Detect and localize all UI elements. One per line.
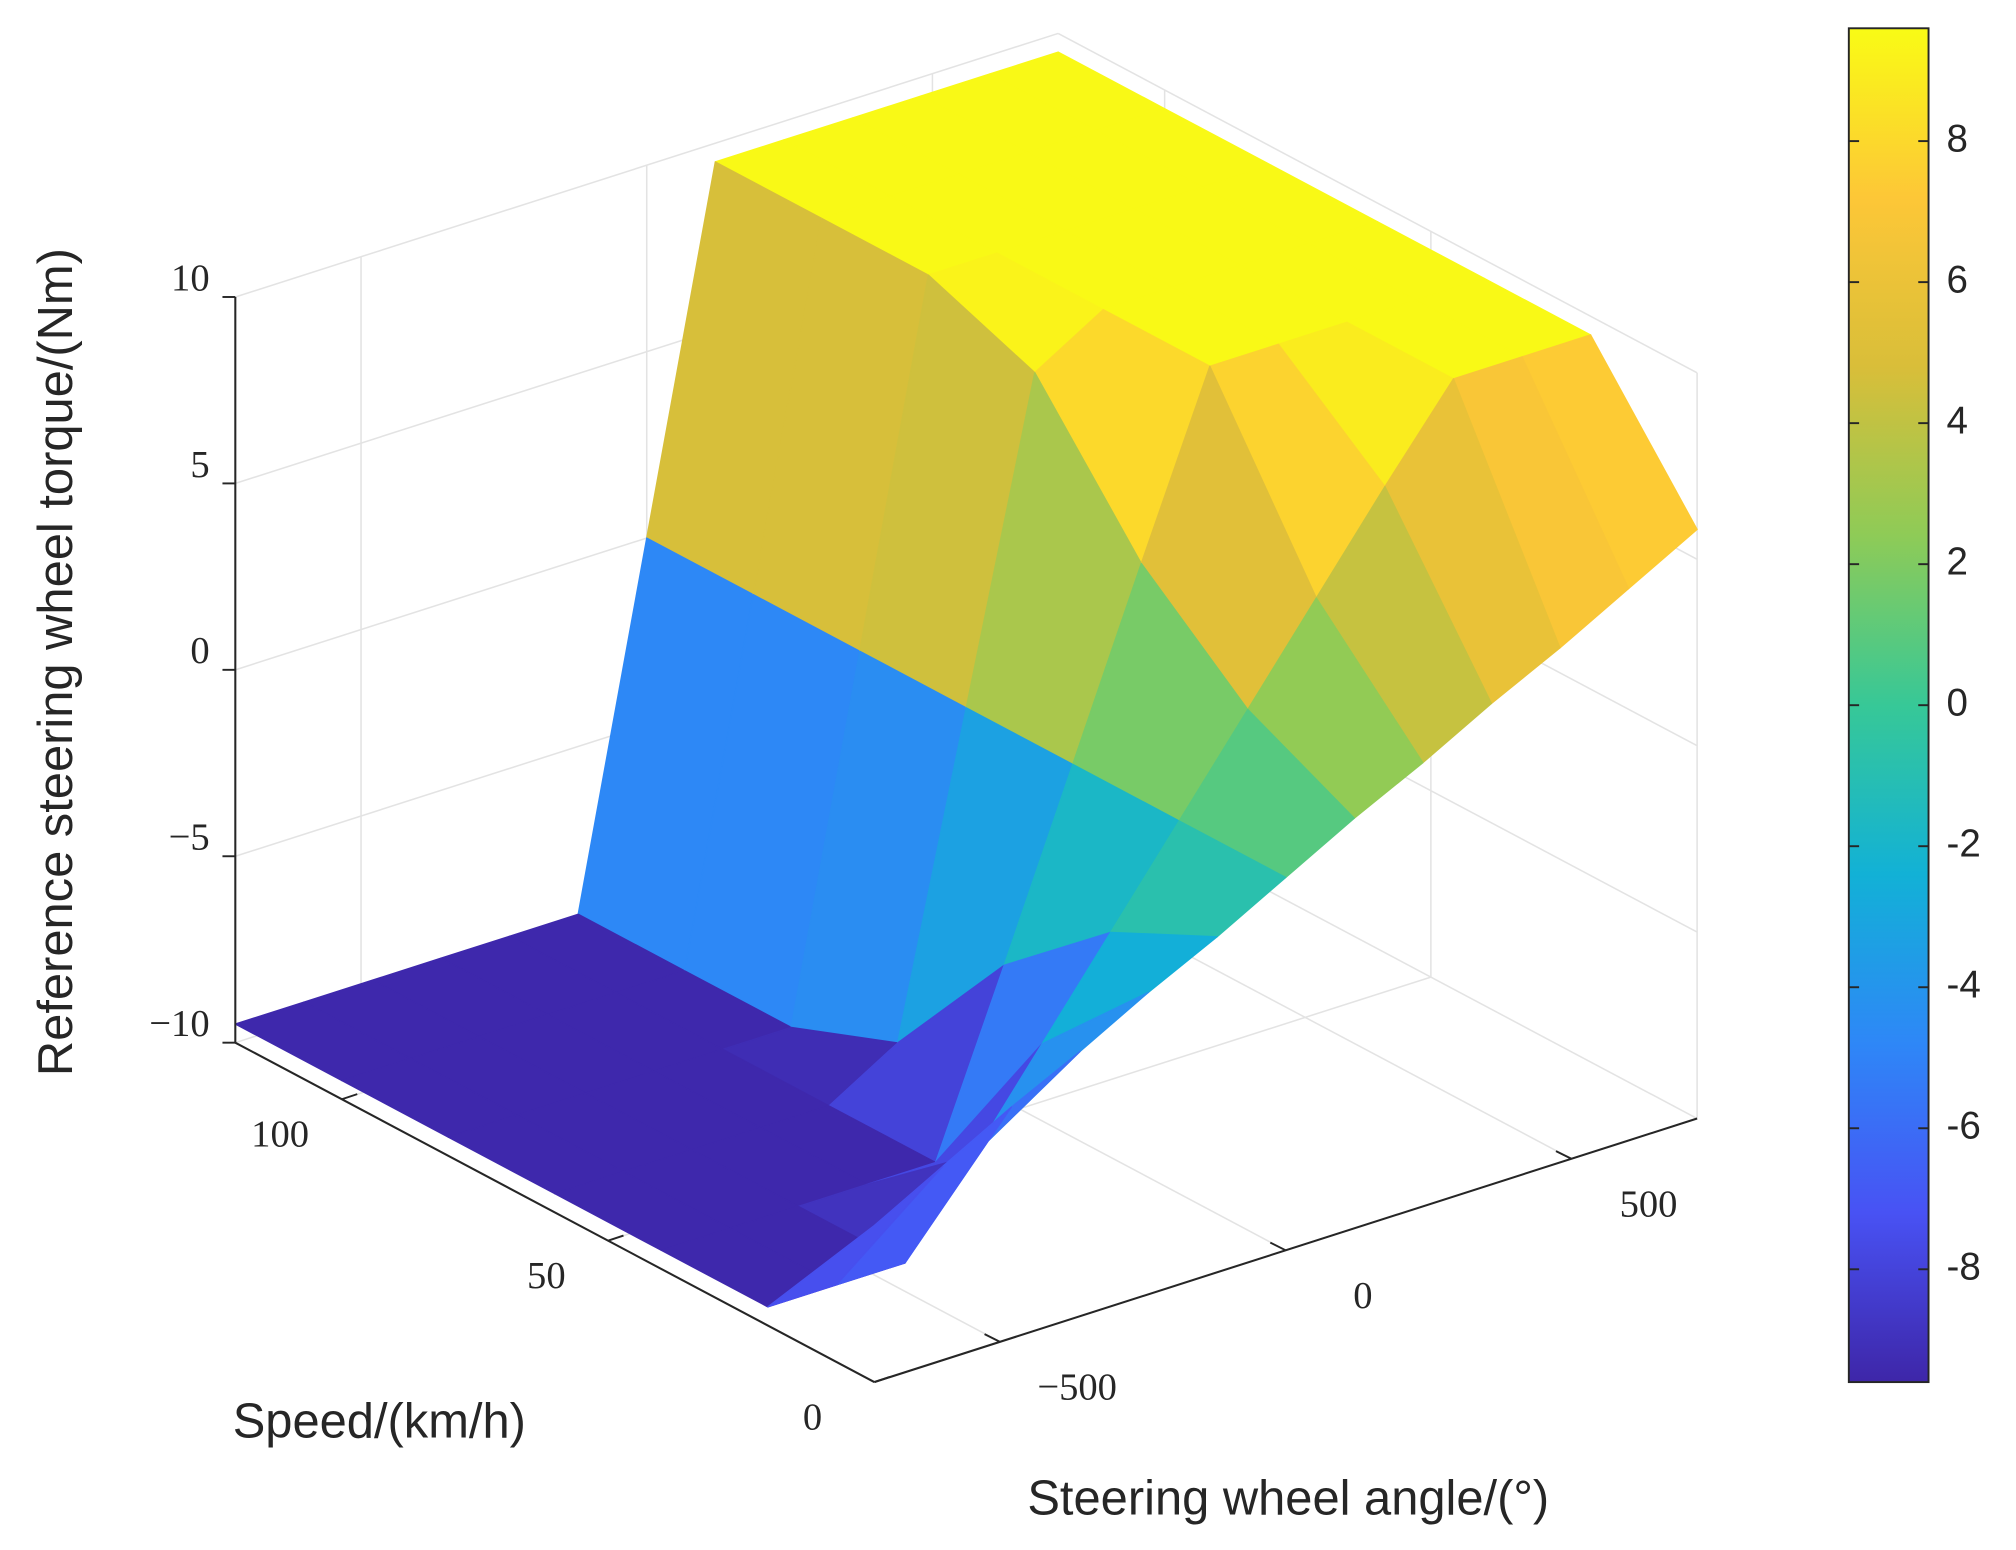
tick-mark	[341, 1093, 358, 1101]
colorbar	[1847, 27, 1930, 1384]
colorbar-tick-label: 4	[1947, 399, 1968, 442]
y-axis-label: Speed/(km/h)	[233, 1394, 526, 1448]
y-tick-label: 0	[803, 1397, 822, 1439]
axis-line	[234, 1041, 875, 1384]
tick-mark	[984, 1333, 1001, 1343]
colorbar-tick-label: 6	[1947, 258, 1968, 301]
z-tick-label: 0	[190, 630, 209, 672]
colorbar-tick-label: 8	[1947, 117, 1968, 160]
axis-line	[873, 1117, 1698, 1384]
y-tick-label: 100	[251, 1114, 309, 1156]
colorbar-tick-label: -6	[1947, 1104, 1981, 1147]
x-axis-label: Steering wheel angle/(°)	[1027, 1472, 1549, 1526]
colorbar-tick-label: 2	[1947, 540, 1968, 583]
x-tick-label: 500	[1620, 1183, 1678, 1225]
tick-mark	[1555, 1150, 1572, 1160]
surface-patch	[767, 1165, 944, 1308]
surface	[234, 51, 1698, 1308]
colorbar-tick-label: -8	[1947, 1245, 1981, 1288]
y-tick-label: 50	[527, 1255, 566, 1297]
x-tick-label: −500	[1037, 1367, 1117, 1409]
z-tick-label: 10	[171, 257, 210, 299]
colorbar-tick-label: -4	[1947, 963, 1981, 1006]
colorbar-tick-label: -2	[1947, 822, 1981, 865]
colorbar-tick-label: 0	[1947, 681, 1968, 724]
z-tick-label: −5	[169, 817, 210, 859]
axes: −10 −5 0 5 10 −500 0 500 0 50 100	[149, 257, 1698, 1439]
x-tick-label: 0	[1353, 1275, 1372, 1317]
z-axis-label: Reference steering wheel torque/(Nm)	[29, 248, 83, 1076]
tick-mark	[1269, 1241, 1287, 1252]
z-tick-label: 5	[190, 444, 209, 486]
tick-mark	[607, 1234, 624, 1242]
z-tick-label: −10	[149, 1003, 209, 1045]
